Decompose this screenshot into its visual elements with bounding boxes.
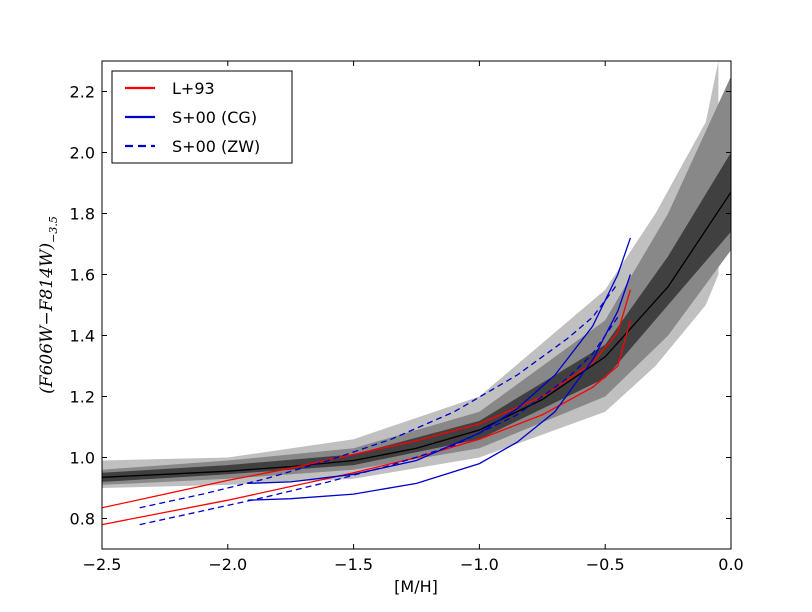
y-axis-label-subscript: −3.5 [47, 216, 60, 243]
y-axis-label-main: (F606W−F814W) [37, 243, 57, 394]
legend-label: L+93 [172, 79, 215, 98]
series-line-6 [139, 283, 619, 509]
y-tick-label: 1.8 [70, 205, 95, 224]
x-tick-label: −0.5 [586, 555, 625, 574]
series-line-4 [247, 237, 632, 485]
x-tick-label: 0.0 [718, 555, 743, 574]
legend-label: S+00 (ZW) [172, 137, 260, 156]
x-tick-label: −2.5 [83, 555, 122, 574]
legend: L+93 S+00 (CG) S+00 (ZW) [111, 70, 293, 164]
series-line-5 [139, 316, 619, 526]
x-axis: −2.5 −2.0 −1.5 −1.0 −0.5 0.0 [83, 61, 744, 574]
y-tick-label: 1.4 [70, 327, 95, 346]
x-axis-label: [M/H] [394, 577, 438, 596]
x-tick-label: −1.0 [460, 555, 499, 574]
y-tick-label: 2.2 [70, 83, 95, 102]
series-line-2 [102, 289, 632, 509]
y-tick-label: 1.0 [70, 449, 95, 468]
plot-frame [101, 60, 732, 550]
y-axis-label: (F606W−F814W)−3.5 [37, 216, 60, 394]
y-tick-label: 2.0 [70, 144, 95, 163]
y-axis: 0.8 1.0 1.2 1.4 1.6 1.8 2.0 2.2 [70, 83, 731, 529]
y-tick-label: 0.8 [70, 510, 95, 529]
legend-label: S+00 (CG) [172, 108, 257, 127]
x-tick-label: −1.5 [334, 555, 373, 574]
y-tick-label: 1.6 [70, 266, 95, 285]
y-tick-label: 1.2 [70, 388, 95, 407]
x-tick-label: −2.0 [208, 555, 247, 574]
series-lines [102, 191, 731, 526]
